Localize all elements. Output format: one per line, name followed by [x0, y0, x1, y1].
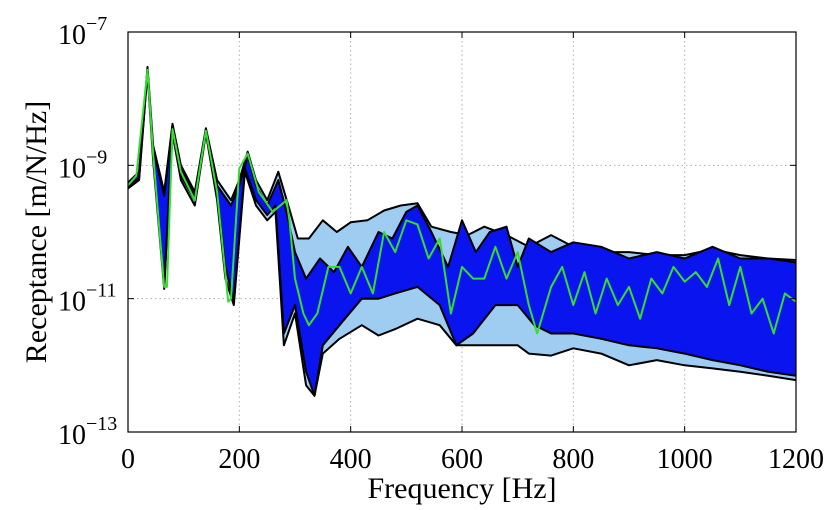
y-tick-exponent: −13 [86, 413, 117, 435]
x-tick-label: 400 [330, 444, 372, 475]
y-tick-base: 10 [58, 420, 86, 451]
y-tick-label: 10−13 [58, 413, 117, 451]
y-tick-exponent: −9 [86, 146, 107, 168]
x-axis-title: Frequency [Hz] [367, 472, 556, 505]
y-tick-base: 10 [58, 153, 86, 184]
inner-band-area [128, 68, 796, 396]
y-tick-base: 10 [58, 287, 86, 318]
x-tick-label: 1200 [768, 444, 824, 475]
y-axis-title: Receptance [m/N/Hz] [20, 101, 53, 363]
outer-band-area-lower-edge [128, 71, 796, 397]
x-tick-label: 600 [441, 444, 483, 475]
mean-line-group [128, 68, 796, 335]
x-tick-labels: 0 200 400 600 800 1000 1200 [121, 444, 824, 475]
x-tick-label: 1000 [657, 444, 713, 475]
y-tick-exponent: −7 [86, 13, 107, 35]
y-tick-base: 10 [58, 20, 86, 51]
x-tick-label: 800 [552, 444, 594, 475]
y-tick-label: 10−11 [58, 280, 117, 318]
x-tick-label: 200 [218, 444, 260, 475]
y-tick-label: 10−7 [58, 13, 107, 51]
y-tick-label: 10−9 [58, 146, 107, 184]
mean-line [128, 68, 796, 335]
y-tick-exponent: −11 [86, 280, 117, 302]
x-tick-label: 0 [121, 444, 135, 475]
axis-ticks [127, 31, 797, 433]
